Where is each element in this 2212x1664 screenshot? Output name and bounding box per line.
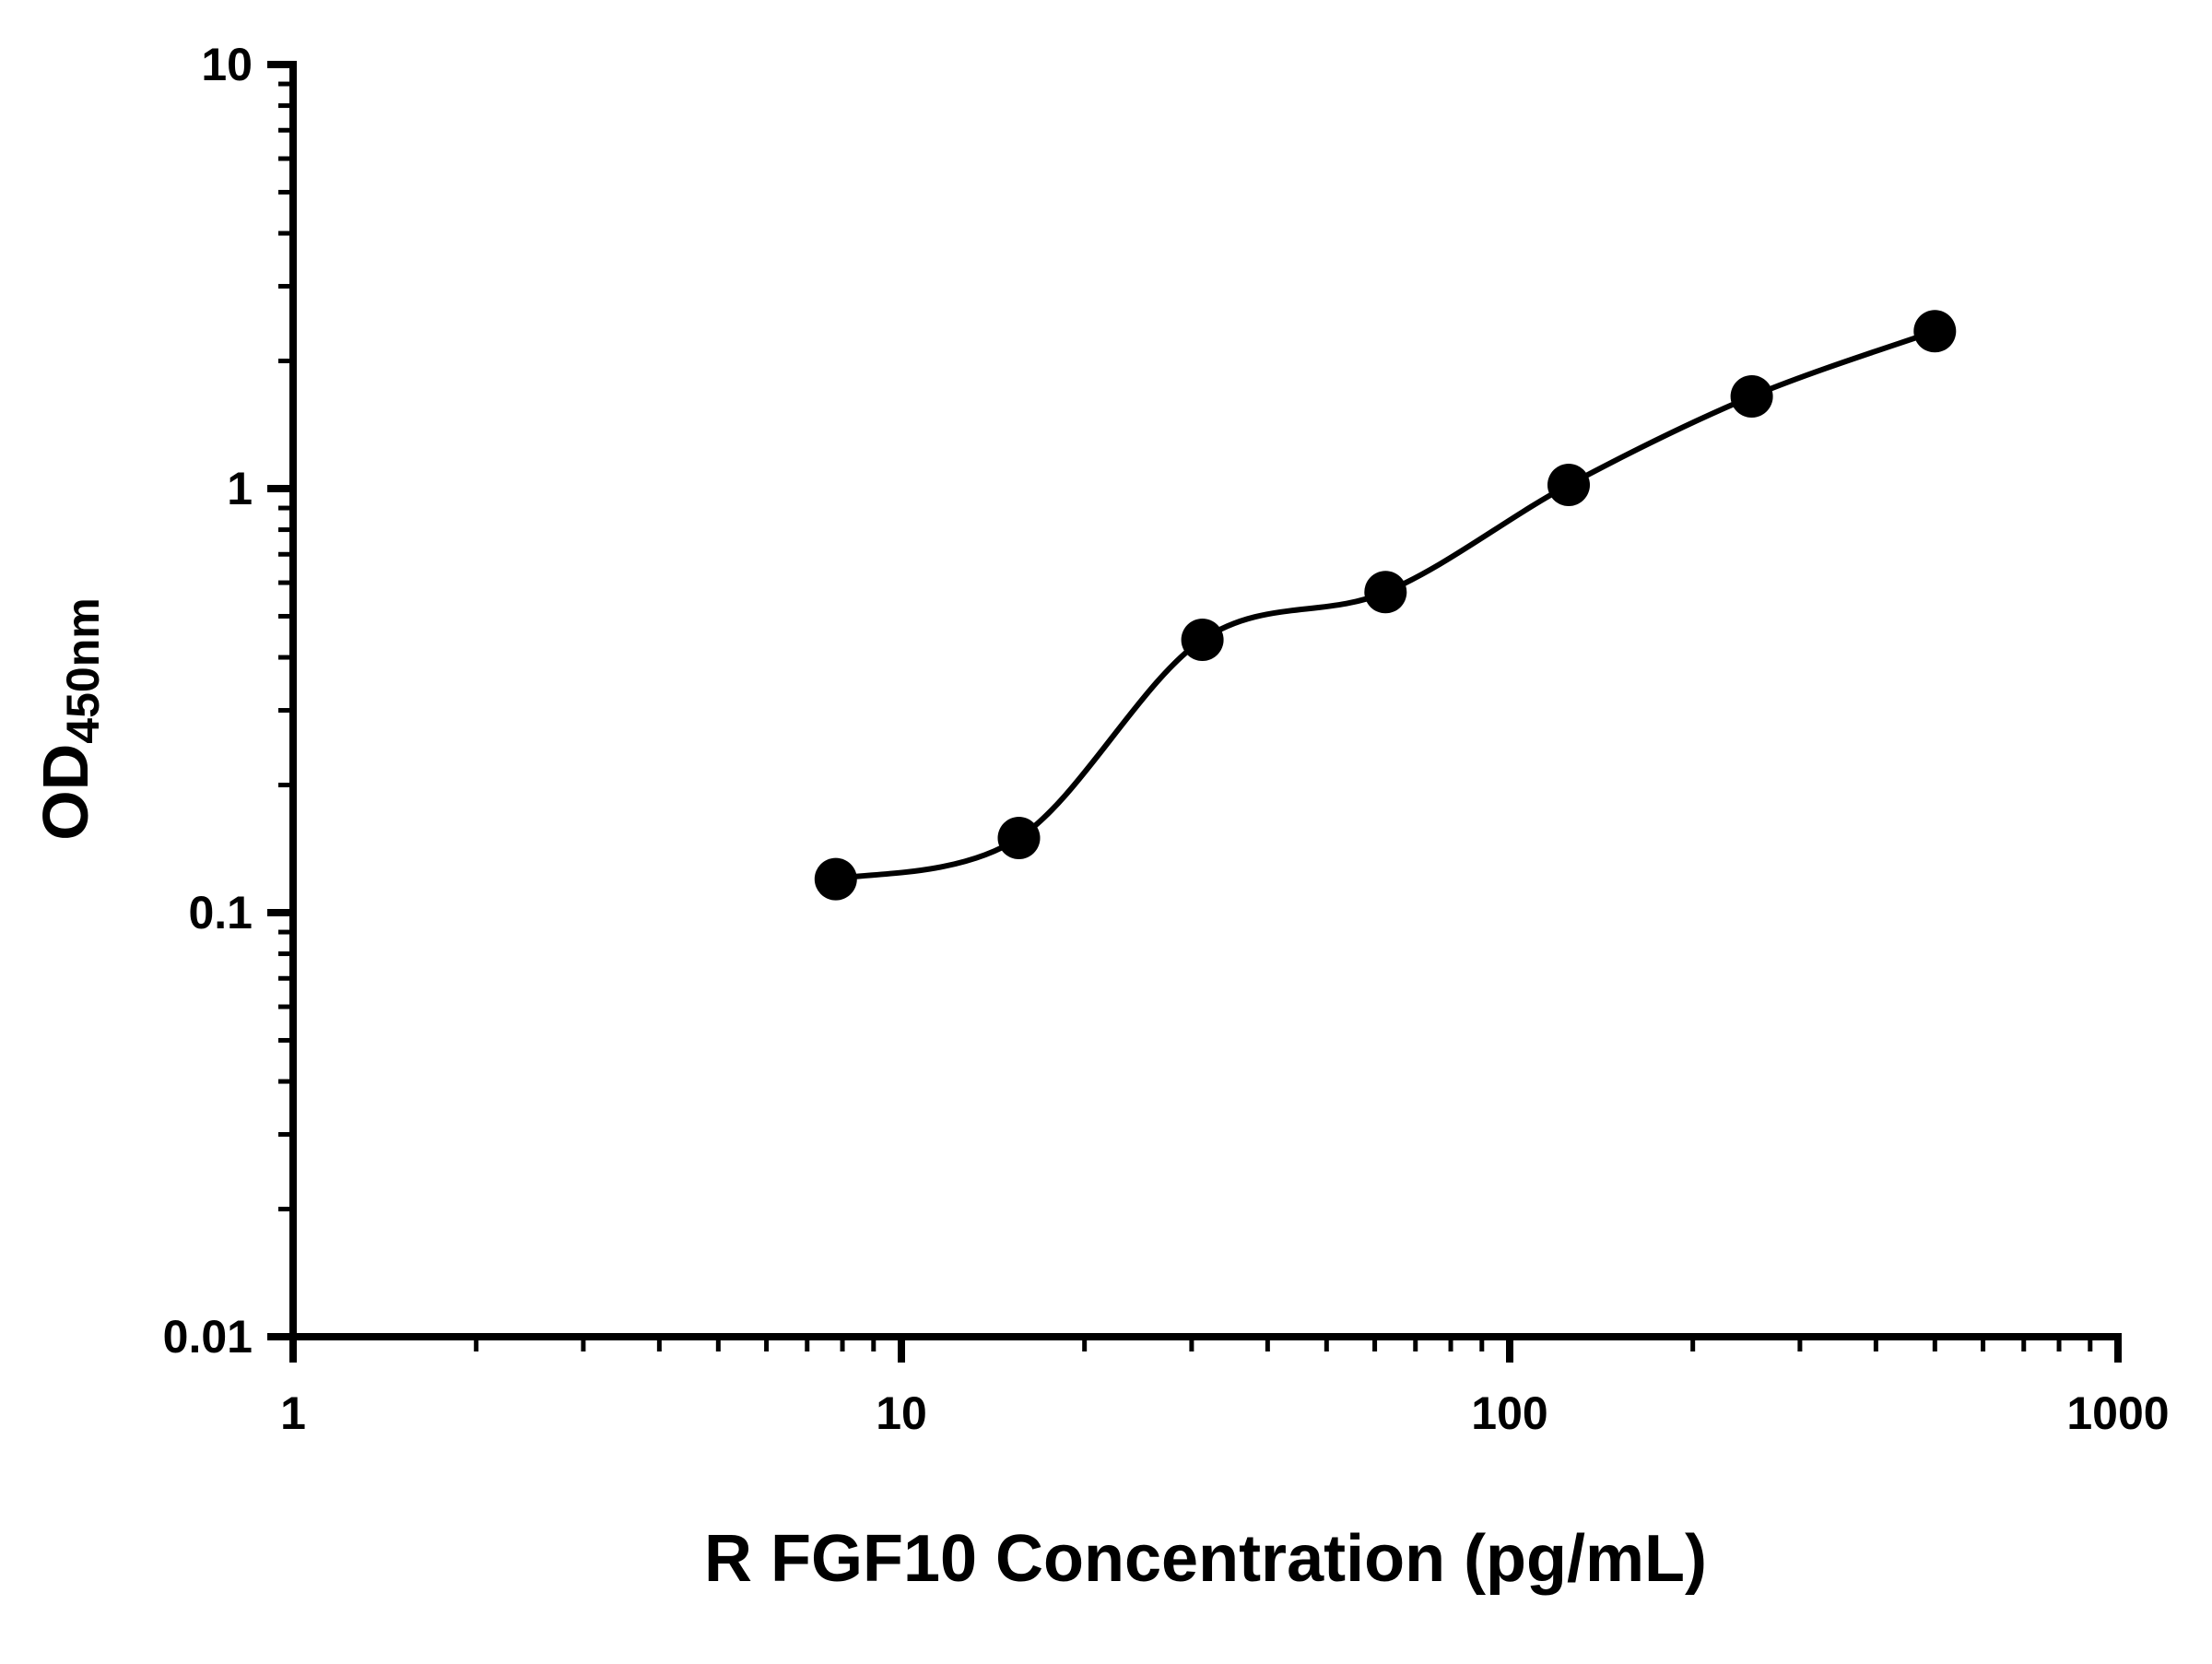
y-tick-label: 0.01	[163, 1311, 253, 1363]
y-axis-title: OD450nm	[29, 597, 109, 840]
data-point-marker	[1181, 619, 1224, 661]
x-tick-label: 10	[876, 1387, 927, 1439]
data-point-marker	[1730, 375, 1773, 418]
x-tick-label: 1000	[2066, 1387, 2169, 1439]
y-tick-label: 10	[201, 39, 253, 90]
data-point-marker	[997, 817, 1041, 859]
data-point-marker	[1913, 310, 1957, 353]
y-axis-title-main: OD	[29, 744, 101, 841]
data-point-marker	[1547, 464, 1590, 506]
y-tick-label: 0.1	[188, 887, 253, 938]
data-point-marker	[1364, 571, 1407, 614]
y-axis-title-subscript: 450nm	[57, 597, 109, 743]
x-axis-title: R FGF10 Concentration (pg/mL)	[704, 1522, 1707, 1596]
data-point-marker	[814, 857, 857, 901]
y-tick-label: 1	[227, 463, 253, 514]
x-tick-label: 100	[1471, 1387, 1547, 1439]
x-tick-label: 1	[280, 1387, 306, 1439]
